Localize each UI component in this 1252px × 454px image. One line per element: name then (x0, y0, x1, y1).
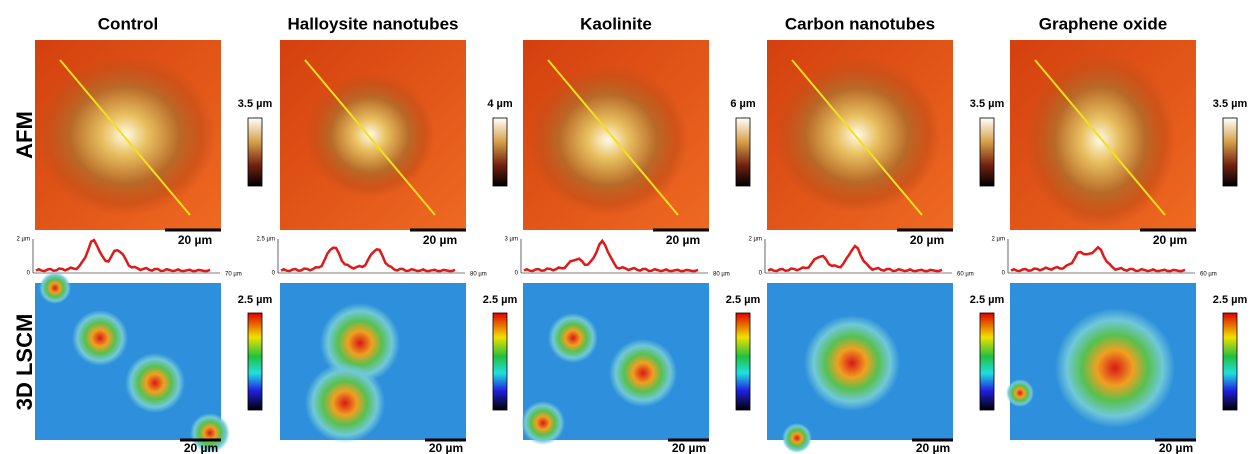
row-label: AFM (12, 111, 37, 159)
profile-y-max: 2.5 µm (257, 237, 275, 243)
lscm-colorbar (247, 312, 263, 411)
profile-x-max: 70 µm (225, 272, 242, 278)
profile-y-min: 0 (272, 271, 276, 277)
afm-colorbar (735, 117, 751, 187)
lscm-cell (804, 315, 900, 411)
lscm-cell (548, 313, 598, 363)
profile-x-max: 80 µm (470, 272, 487, 278)
profile-y-max: 2 µm (749, 237, 762, 243)
afm-colorbar (492, 117, 508, 187)
afm-cell (305, 72, 435, 198)
lscm-colorbar-label: 2.5 µm (970, 294, 1005, 306)
profile-line (547, 59, 679, 216)
lscm-cell (1006, 379, 1034, 407)
column-title: Halloysite nanotubes (288, 14, 459, 33)
scale-bar-label: 20 µm (1153, 233, 1187, 247)
afm-colorbar (1222, 117, 1238, 187)
scale-bar-label: 20 µm (184, 441, 218, 454)
lscm-colorbar (979, 312, 995, 411)
lscm-cell (125, 353, 185, 413)
profile-y-min: 0 (759, 271, 763, 277)
profile-curve (767, 244, 943, 273)
lscm-colorbar (492, 312, 508, 411)
row-label: 3D LSCM (12, 314, 37, 411)
scale-bar-label: 20 µm (1159, 441, 1193, 454)
column-title: Control (98, 14, 158, 33)
lscm-colorbar (735, 312, 751, 411)
profile-curve (1010, 245, 1186, 273)
afm-colorbar (247, 117, 263, 187)
lscm-cell (782, 423, 812, 453)
column-title: Carbon nanotubes (785, 14, 935, 33)
scale-bar-label: 20 µm (429, 441, 463, 454)
profile-y-max: 3 µm (505, 237, 518, 243)
column-title: Graphene oxide (1039, 14, 1167, 33)
lscm-colorbar-label: 2.5 µm (726, 294, 761, 306)
profile-line (791, 59, 923, 216)
lscm-cell (521, 401, 565, 445)
profile-x-max: 60 µm (1200, 272, 1217, 278)
profile-line (1034, 59, 1166, 216)
afm-colorbar-label: 3.5 µm (1213, 98, 1248, 110)
afm-colorbar (979, 117, 995, 187)
lscm-background (35, 283, 221, 440)
scale-bar-label: 20 µm (423, 233, 457, 247)
scale-bar-label: 20 µm (910, 233, 944, 247)
afm-colorbar-label: 3.5 µm (238, 98, 273, 110)
profile-y-min: 0 (27, 271, 31, 277)
profile-y-max: 2 µm (17, 237, 30, 243)
scale-bar-label: 20 µm (178, 233, 212, 247)
lscm-cell (305, 363, 385, 443)
scale-bar-label: 20 µm (666, 233, 700, 247)
lscm-colorbar-label: 2.5 µm (483, 294, 518, 306)
afm-cell (527, 64, 689, 216)
profile-line (59, 59, 191, 216)
profile-line (304, 59, 436, 216)
lscm-colorbar (1222, 312, 1238, 411)
afm-cell (1024, 51, 1176, 229)
lscm-colorbar-label: 2.5 µm (1213, 294, 1248, 306)
profile-x-max: 60 µm (957, 272, 974, 278)
profile-y-min: 0 (1002, 271, 1006, 277)
lscm-cell (190, 413, 230, 453)
profile-curve (523, 238, 699, 273)
lscm-cell (320, 303, 400, 383)
lscm-cell (1055, 308, 1175, 428)
profile-y-max: 2 µm (992, 237, 1005, 243)
lscm-cell (72, 310, 128, 366)
scale-bar-label: 20 µm (916, 441, 950, 454)
afm-cell (34, 54, 216, 216)
profile-curve (35, 238, 211, 273)
afm-colorbar-label: 4 µm (487, 98, 513, 110)
lscm-cell (39, 272, 71, 304)
afm-colorbar-label: 6 µm (730, 98, 756, 110)
lscm-colorbar-label: 2.5 µm (238, 294, 273, 306)
column-title: Kaolinite (580, 14, 652, 33)
profile-x-max: 80 µm (713, 272, 730, 278)
scale-bar-label: 20 µm (672, 441, 706, 454)
afm-colorbar-label: 3.5 µm (970, 98, 1005, 110)
profile-y-min: 0 (515, 271, 519, 277)
afm-cell (772, 57, 942, 213)
profile-curve (280, 246, 456, 273)
lscm-cell (609, 339, 677, 407)
